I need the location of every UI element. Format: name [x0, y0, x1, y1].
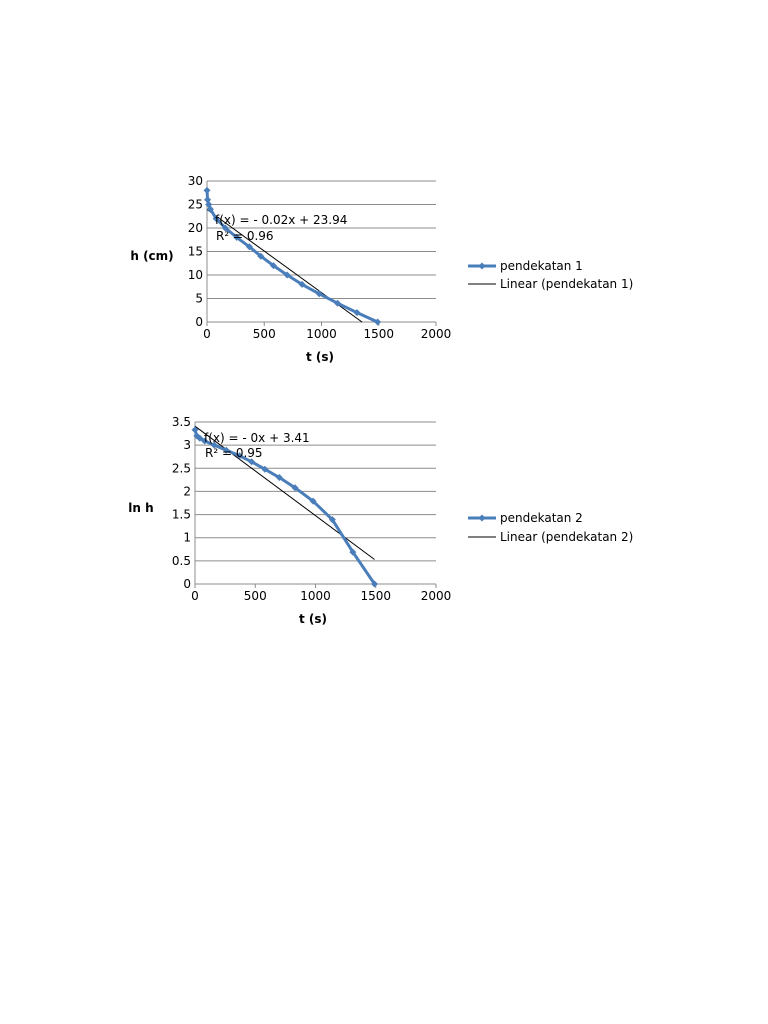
legend-series-label: pendekatan 1 [500, 259, 583, 273]
y-tick-labels: 0 5 10 15 20 25 30 [188, 174, 203, 329]
gridlines [206, 180, 437, 326]
trendline-r2: R² = 0.96 [216, 229, 274, 243]
legend-trendline-label: Linear (pendekatan 1) [500, 277, 633, 291]
data-point [257, 252, 265, 260]
legend: pendekatan 2 Linear (pendekatan 2) [468, 511, 633, 544]
chart-lnh-vs-t-svg: 0 0.5 1 1.5 2 2.5 3 3.5 0 500 1000 1500 2000 f(x) =… [128, 415, 633, 626]
data-point [233, 233, 241, 241]
chart-h-vs-t: 0 5 10 15 20 25 30 0 500 1000 1500 2000 f(x) = - 0… [0, 160, 768, 380]
data-point [328, 516, 336, 524]
x-tick-label: 2000 [421, 589, 452, 603]
data-point [203, 186, 211, 194]
data-point [245, 243, 253, 251]
legend-series-marker [478, 514, 486, 522]
data-point [374, 318, 382, 326]
data-point [291, 484, 299, 492]
data-point [221, 224, 229, 232]
x-tick-label: 1000 [300, 589, 331, 603]
chart-h-vs-t-svg: 0 5 10 15 20 25 30 0 500 1000 1500 2000 f(x) = - 0… [130, 174, 633, 364]
data-point [236, 452, 244, 460]
data-point [201, 437, 209, 445]
y-tick-label: 15 [188, 245, 203, 259]
data-point [371, 580, 379, 588]
y-axis-label: ln h [128, 501, 153, 515]
y-tick-label: 0 [183, 577, 191, 591]
y-tick-label: 1.5 [172, 508, 191, 522]
data-point [283, 271, 291, 279]
data-point [191, 426, 199, 434]
trendline-r2: R² = 0.95 [205, 446, 263, 460]
x-tick-labels: 0 500 1000 1500 2000 [203, 327, 451, 341]
x-tick-label: 1500 [363, 327, 394, 341]
data-point [210, 441, 218, 449]
y-tick-label: 0 [195, 315, 203, 329]
x-tick-label: 0 [191, 589, 199, 603]
data-point [222, 446, 230, 454]
data-point [269, 262, 277, 270]
data-point [353, 309, 361, 317]
x-tick-label: 500 [244, 589, 267, 603]
data-point [261, 465, 269, 473]
data-point [248, 458, 256, 466]
data-point [196, 434, 204, 442]
series-group [203, 186, 382, 326]
y-tick-label: 3.5 [172, 415, 191, 429]
x-tick-label: 0 [203, 327, 211, 341]
data-point [204, 196, 212, 204]
legend-series-label: pendekatan 2 [500, 511, 583, 525]
x-tick-label: 1500 [360, 589, 391, 603]
chart-lnh-vs-t: 0 0.5 1 1.5 2 2.5 3 3.5 0 500 1000 1500 2000 f(x) =… [0, 405, 768, 635]
y-axis-label: h (cm) [130, 249, 173, 263]
y-tick-label: 25 [188, 198, 203, 212]
legend: pendekatan 1 Linear (pendekatan 1) [468, 259, 633, 291]
y-tick-label: 30 [188, 174, 203, 188]
y-tick-label: 20 [188, 221, 203, 235]
x-tick-label: 1000 [306, 327, 337, 341]
data-point [212, 215, 220, 223]
x-axis-label: t (s) [299, 612, 327, 626]
gridlines [194, 421, 437, 588]
trendline-equation: f(x) = - 0.02x + 23.94 [215, 213, 347, 227]
y-tick-label: 2.5 [172, 461, 191, 475]
x-tick-label: 500 [253, 327, 276, 341]
data-point [275, 474, 283, 482]
data-point [309, 497, 317, 505]
x-tick-labels: 0 500 1000 1500 2000 [191, 589, 451, 603]
y-tick-label: 3 [183, 438, 191, 452]
y-tick-label: 0.5 [172, 554, 191, 568]
y-tick-label: 10 [188, 268, 203, 282]
series-line [205, 190, 379, 324]
data-point [349, 548, 357, 556]
legend-series-marker [478, 262, 486, 270]
y-tick-label: 1 [183, 531, 191, 545]
trendline-equation: f(x) = - 0x + 3.41 [204, 431, 310, 445]
x-tick-label: 2000 [421, 327, 452, 341]
y-tick-label: 2 [183, 484, 191, 498]
legend-trendline-label: Linear (pendekatan 2) [500, 530, 633, 544]
x-axis-label: t (s) [306, 350, 334, 364]
series-group [191, 426, 379, 588]
y-tick-labels: 0 0.5 1 1.5 2 2.5 3 3.5 [172, 415, 191, 591]
y-tick-label: 5 [195, 292, 203, 306]
data-point [334, 299, 342, 307]
data-point [298, 280, 306, 288]
data-point [315, 290, 323, 298]
data-point [206, 205, 214, 213]
